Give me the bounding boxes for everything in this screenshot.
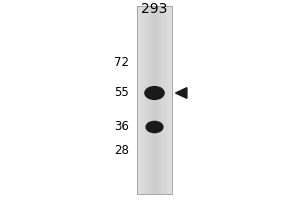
- Bar: [160, 6, 161, 194]
- Bar: [148, 6, 149, 194]
- Bar: [144, 6, 145, 194]
- Bar: [165, 6, 166, 194]
- Bar: [149, 6, 150, 194]
- Bar: [162, 6, 163, 194]
- Bar: [160, 6, 161, 194]
- Text: 72: 72: [114, 56, 129, 70]
- Bar: [168, 6, 169, 194]
- Bar: [138, 6, 139, 194]
- Bar: [146, 6, 147, 194]
- Bar: [143, 6, 144, 194]
- Bar: [137, 6, 172, 194]
- Bar: [152, 6, 153, 194]
- Bar: [171, 6, 172, 194]
- Bar: [169, 6, 170, 194]
- Bar: [150, 6, 151, 194]
- Text: 293: 293: [141, 2, 168, 16]
- Bar: [140, 6, 141, 194]
- Circle shape: [145, 87, 164, 99]
- Bar: [153, 6, 154, 194]
- Bar: [139, 6, 140, 194]
- Bar: [166, 6, 167, 194]
- Bar: [164, 6, 165, 194]
- Bar: [142, 6, 143, 194]
- Bar: [147, 6, 148, 194]
- Bar: [145, 6, 146, 194]
- Bar: [158, 6, 159, 194]
- Circle shape: [146, 121, 163, 133]
- Text: 55: 55: [114, 86, 129, 99]
- Bar: [137, 6, 138, 194]
- Bar: [154, 6, 155, 194]
- Bar: [159, 6, 160, 194]
- Text: 28: 28: [114, 144, 129, 158]
- Bar: [141, 6, 142, 194]
- Bar: [170, 6, 171, 194]
- Bar: [151, 6, 152, 194]
- Polygon shape: [176, 88, 187, 98]
- Bar: [156, 6, 157, 194]
- Bar: [163, 6, 164, 194]
- Bar: [157, 6, 158, 194]
- Bar: [155, 6, 156, 194]
- Bar: [161, 6, 162, 194]
- Bar: [167, 6, 168, 194]
- Text: 36: 36: [114, 120, 129, 134]
